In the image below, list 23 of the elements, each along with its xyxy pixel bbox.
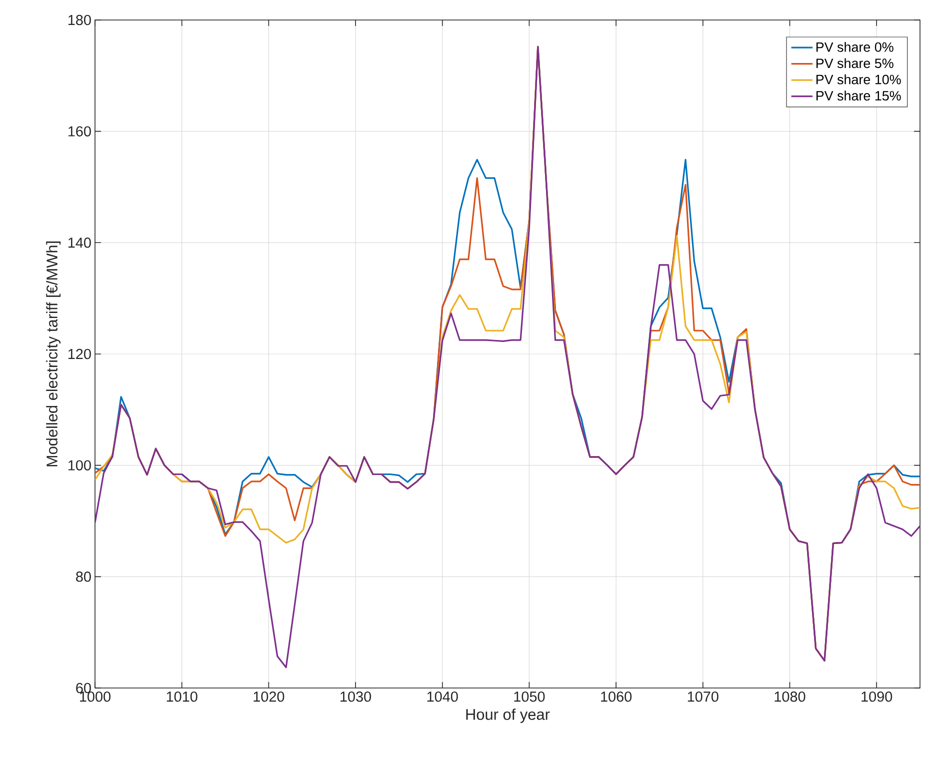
legend-label: PV share 5% (816, 58, 894, 68)
x-tick-label: 1030 (340, 692, 372, 702)
y-tick-label: 180 (68, 14, 91, 26)
y-tick-label: 120 (68, 348, 91, 360)
y-tick-label: 100 (68, 460, 91, 470)
y-tick-label: 80 (76, 572, 91, 582)
legend-label: PV share 15% (816, 90, 901, 101)
x-tick-label: 1010 (166, 692, 198, 702)
x-tick-label: 1080 (774, 692, 806, 702)
y-tick-label: 140 (68, 238, 91, 248)
y-tick-label: 160 (68, 126, 91, 136)
x-axis-title: Hour of year (466, 708, 550, 723)
legend-label: PV share 0% (816, 42, 894, 52)
x-tick-label: 1060 (601, 692, 632, 702)
y-tick-label: 60 (76, 682, 91, 694)
x-tick-label: 1090 (862, 692, 892, 702)
legend-label: PV share 10% (816, 74, 901, 84)
x-tick-label: 1000 (80, 692, 110, 702)
x-tick-label: 1040 (427, 692, 458, 702)
y-axis-title: Modelled electricity tariff [€/MWh] (46, 242, 61, 466)
x-tick-label: 1020 (254, 692, 284, 702)
x-tick-label: 1070 (688, 692, 718, 702)
x-tick-label: 1050 (514, 692, 545, 702)
